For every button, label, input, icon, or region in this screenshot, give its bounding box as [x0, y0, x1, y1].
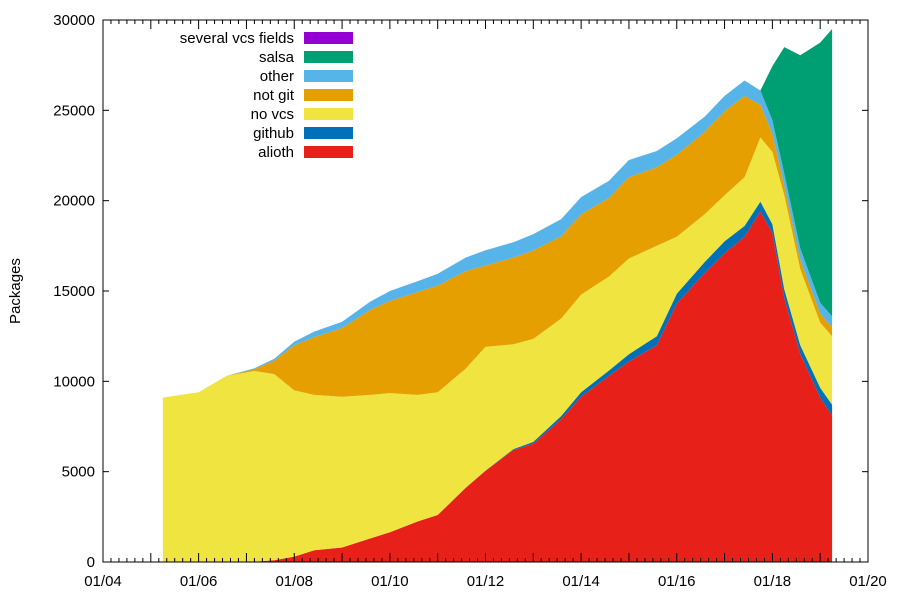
x-tick-label: 01/20 — [849, 573, 887, 590]
legend: several vcs fields salsa other not git no vc… — [180, 30, 353, 161]
x-tick-label: 01/10 — [371, 573, 409, 590]
legend-swatch-other — [304, 70, 353, 82]
y-tick-label: 0 — [87, 554, 95, 571]
y-axis-label: Packages — [7, 258, 24, 324]
plot-areas — [162, 29, 833, 562]
legend-label-alioth: alioth — [258, 144, 294, 161]
x-tick-label: 01/08 — [275, 573, 313, 590]
x-tick-label: 01/04 — [84, 573, 122, 590]
legend-swatch-salsa — [304, 51, 353, 63]
legend-swatch-several-vcs-fields — [304, 32, 353, 44]
y-tick-label: 25000 — [53, 102, 95, 119]
area-other — [162, 80, 833, 398]
legend-swatch-github — [304, 127, 353, 139]
legend-label-github: github — [253, 125, 294, 142]
legend-label-not-git: not git — [253, 87, 295, 104]
x-tick-label: 01/06 — [180, 573, 218, 590]
x-tick-label: 01/18 — [754, 573, 792, 590]
area-no-vcs — [162, 137, 833, 562]
legend-label-several-vcs-fields: several vcs fields — [180, 30, 294, 47]
x-tick-label: 01/12 — [467, 573, 505, 590]
y-tick-label: 20000 — [53, 193, 95, 210]
legend-swatch-not-git — [304, 89, 353, 101]
legend-label-salsa: salsa — [259, 49, 295, 66]
legend-label-other: other — [260, 68, 294, 85]
legend-swatch-no-vcs — [304, 108, 353, 120]
y-tick-label: 5000 — [62, 464, 95, 481]
x-tick-label: 01/16 — [658, 573, 696, 590]
legend-swatch-alioth — [304, 146, 353, 158]
legend-label-no-vcs: no vcs — [251, 106, 294, 123]
area-not-git — [162, 95, 833, 398]
y-tick-label: 15000 — [53, 283, 95, 300]
x-tick-label: 01/14 — [562, 573, 600, 590]
area-alioth — [162, 211, 833, 562]
y-tick-label: 10000 — [53, 373, 95, 390]
axes: 0 5000 10000 15000 20000 25000 30000 01/04 01/06… — [53, 12, 886, 590]
y-tick-label: 30000 — [53, 12, 95, 29]
